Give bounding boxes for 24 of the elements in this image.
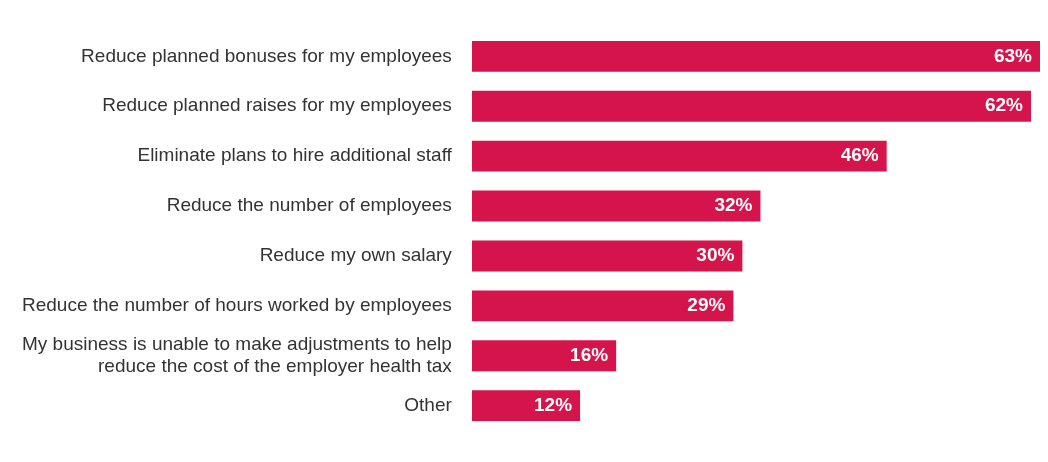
data-label: 46% <box>840 144 879 166</box>
data-label: 29% <box>687 294 726 316</box>
bar <box>471 190 761 222</box>
y-tick-label: Reduce the number of employees <box>166 194 452 216</box>
bar <box>471 290 734 322</box>
y-tick-label: Other <box>404 393 453 415</box>
bar <box>471 340 617 372</box>
y-tick-label: Reduce planned raises for my employees <box>102 94 452 116</box>
y-tick-label: Eliminate plans to hire additional staff <box>137 144 453 166</box>
bar <box>471 390 581 422</box>
data-label: 32% <box>714 194 753 216</box>
y-tick-label: Reduce planned bonuses for my employees <box>81 44 452 66</box>
data-label: 30% <box>696 244 735 266</box>
bar <box>471 140 887 172</box>
data-label: 63% <box>993 44 1033 66</box>
bar <box>471 240 743 272</box>
data-label: 16% <box>570 343 609 365</box>
y-tick-label: My business is unable to make adjustments to help reduce the cost of the employer health tax <box>22 332 453 377</box>
bar <box>471 40 1040 72</box>
data-label: 12% <box>534 393 573 415</box>
y-tick-label: Reduce my own salary <box>259 244 453 266</box>
data-label: 62% <box>984 94 1024 116</box>
bar <box>471 90 1031 122</box>
y-tick-label: Reduce the number of hours worked by employees <box>21 294 452 316</box>
